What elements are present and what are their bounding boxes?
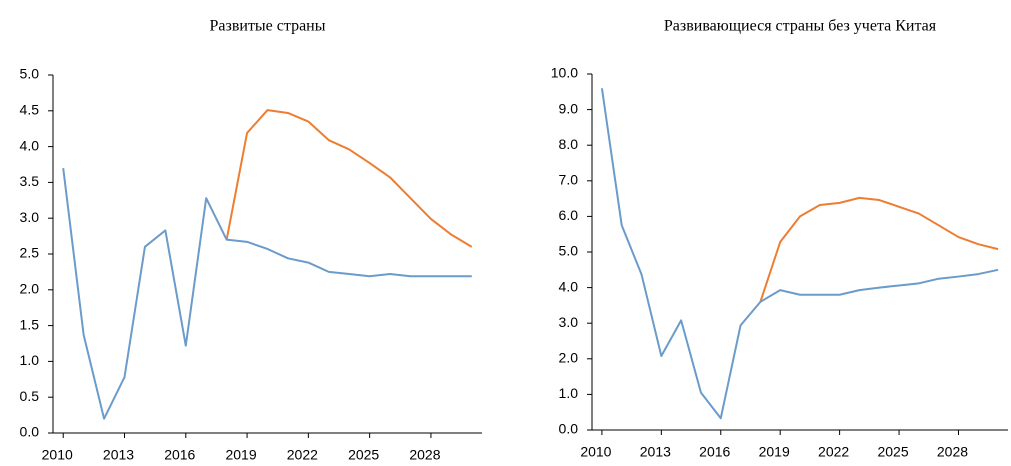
- y-tick-label: 10.0: [551, 65, 578, 81]
- series-line: [62, 167, 472, 420]
- y-tick-label: 1.5: [20, 316, 40, 332]
- x-tick-label: 2019: [225, 447, 256, 463]
- x-tick-label: 2013: [103, 447, 134, 463]
- y-tick-label: 1.0: [559, 385, 579, 401]
- y-tick-label: 3.0: [20, 209, 40, 225]
- y-tick-label: 8.0: [559, 136, 579, 152]
- y-tick-label: 7.0: [559, 172, 579, 188]
- x-tick-label: 2022: [818, 444, 849, 460]
- y-tick-label: 0.5: [20, 388, 40, 404]
- chart-title: Развитые страны: [210, 18, 326, 35]
- y-tick-label: 4.0: [20, 137, 40, 153]
- y-tick-label: 6.0: [559, 207, 579, 223]
- x-tick-label: 2016: [699, 444, 730, 460]
- x-tick-label: 2010: [42, 447, 73, 463]
- y-tick-label: 3.0: [559, 314, 579, 330]
- y-tick-label: 3.5: [20, 173, 40, 189]
- y-tick-label: 9.0: [559, 100, 579, 116]
- y-tick-label: 4.0: [559, 278, 579, 294]
- y-tick-label: 0.0: [559, 421, 579, 437]
- x-tick-label: 2025: [877, 444, 908, 460]
- x-tick-label: 2010: [580, 444, 611, 460]
- y-tick-label: 4.5: [20, 102, 40, 118]
- x-tick-label: 2028: [937, 444, 968, 460]
- series-line: [225, 109, 473, 248]
- y-tick-label: 5.0: [559, 243, 579, 259]
- x-tick-label: 2019: [759, 444, 790, 460]
- series-line: [759, 196, 999, 303]
- x-tick-label: 2022: [287, 447, 318, 463]
- series-line: [600, 88, 999, 420]
- y-tick-label: 2.0: [559, 350, 579, 366]
- x-tick-label: 2028: [409, 447, 440, 463]
- x-tick-label: 2025: [348, 447, 379, 463]
- y-tick-label: 1.0: [20, 352, 40, 368]
- x-tick-label: 2013: [640, 444, 671, 460]
- y-tick-label: 2.5: [20, 245, 40, 261]
- y-tick-label: 0.0: [20, 424, 40, 440]
- chart-title: Развивающиеся страны без учета Китая: [664, 18, 937, 35]
- y-tick-label: 2.0: [20, 281, 40, 297]
- x-tick-label: 2016: [164, 447, 195, 463]
- y-tick-label: 5.0: [20, 66, 40, 82]
